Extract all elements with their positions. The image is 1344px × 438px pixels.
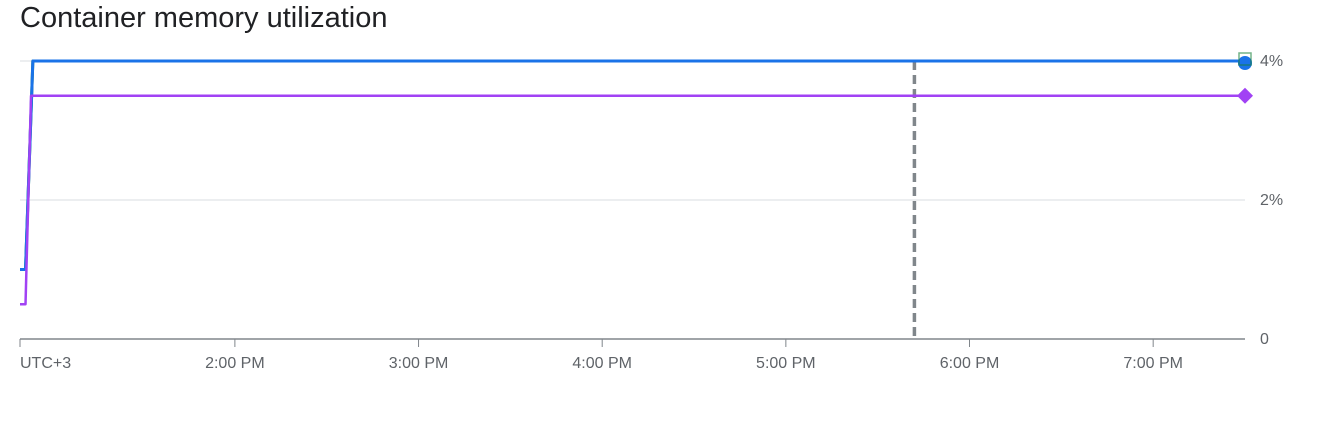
series-lines [20, 59, 1245, 306]
series-marker-circle [1238, 56, 1252, 70]
series-end-markers [1237, 52, 1253, 104]
x-tick-label: 5:00 PM [756, 355, 816, 372]
x-tick-label: 4:00 PM [572, 355, 632, 372]
y-axis: 0 2% 4% [1260, 53, 1283, 348]
y-tick-label: 2% [1260, 192, 1283, 209]
series-line [20, 94, 1245, 306]
x-tick-label: 6:00 PM [940, 355, 1000, 372]
x-tick-label: 2:00 PM [205, 355, 265, 372]
x-tick-label: 7:00 PM [1123, 355, 1183, 372]
timezone-label: UTC+3 [20, 355, 71, 372]
series-line [20, 59, 1245, 271]
series-line [20, 59, 1245, 271]
grid-lines [20, 60, 1245, 201]
x-axis: UTC+3 2:00 PM 3:00 PM 4:00 PM 5:00 PM 6:00 PM… [19, 338, 1245, 372]
y-tick-label: 0 [1260, 331, 1269, 348]
series-marker-square [1238, 52, 1252, 66]
series-marker-diamond [1237, 87, 1253, 104]
chart-title: Container memory utilization [20, 2, 388, 34]
y-tick-label: 4% [1260, 53, 1283, 70]
x-tick-label: 3:00 PM [389, 355, 449, 372]
